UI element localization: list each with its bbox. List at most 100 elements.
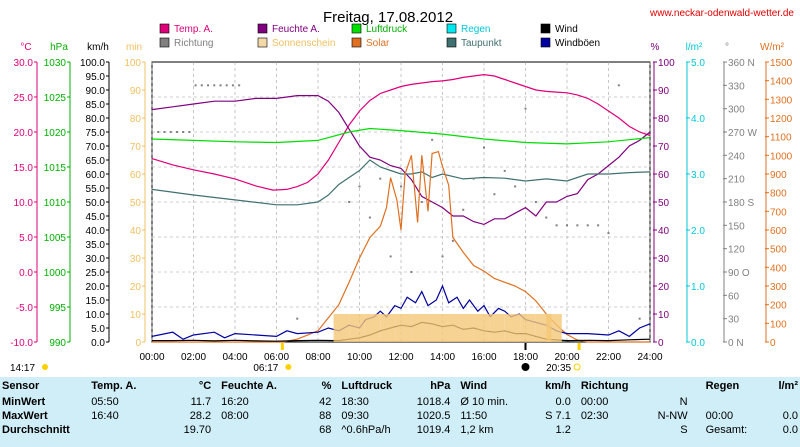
direction-point (576, 224, 579, 227)
direction-point (472, 177, 475, 180)
stats-min-humidity-time: 16:20 (221, 396, 249, 408)
legend-swatch (446, 23, 457, 34)
tick-label-humidity: 0 (658, 338, 664, 349)
x-tick-label: 10:00 (347, 352, 372, 363)
tick-label-solar: 1200 (770, 114, 793, 125)
direction-point (358, 185, 361, 188)
tick-label-solar: 900 (770, 170, 787, 181)
stats-header-wind: Wind (460, 380, 488, 392)
tick-label-humidity: 10 (658, 310, 670, 321)
tick-label-temp: 20.0 (14, 128, 34, 139)
legend-swatch (446, 37, 457, 48)
tick-label-solar: 700 (770, 207, 787, 218)
tick-label-temp: -5.0 (16, 303, 34, 314)
tick-label-solar: 500 (770, 245, 787, 256)
x-tick-label: 08:00 (305, 352, 330, 363)
tick-label-temp: 10.0 (14, 198, 34, 209)
tick-label-direction: 210 (728, 175, 745, 186)
stats-max-rain: 0.0 (782, 410, 798, 422)
direction-point (451, 239, 454, 242)
sunshine-bar (411, 314, 427, 342)
stats-max-label: MaxWert (2, 410, 48, 422)
legend-swatch (540, 37, 551, 48)
tick-label-direction: 90 O (728, 268, 750, 279)
stats-min-rain-time (690, 395, 777, 409)
direction-point (348, 201, 351, 203)
tick-label-sunshine: 30 (130, 254, 142, 265)
tick-label-temp: 5.0 (19, 233, 33, 244)
legend-label: Taupunkt (461, 38, 502, 49)
direction-point (169, 131, 172, 133)
stats-min-wind: 0.0 (555, 396, 571, 408)
x-tick-label: 16:00 (471, 352, 496, 363)
tick-label-wind: 70.0 (86, 142, 106, 153)
right-axes: %1009080706050403020100l/m²5.04.03.02.01… (651, 42, 793, 349)
x-tick-label: 06:00 (264, 352, 289, 363)
stats-header-rain-unit: l/m² (778, 380, 798, 392)
direction-point (545, 216, 548, 219)
legend-label: Feuchte A. (272, 24, 320, 35)
tick-label-humidity: 50 (658, 198, 670, 209)
direction-point (420, 201, 423, 203)
x-tick-label: 02:00 (181, 352, 206, 363)
sunshine-bar (546, 314, 562, 342)
legend-label: Regen (461, 24, 490, 35)
stats-min-pressure-time: 18:30 (341, 396, 369, 408)
sunshine-bar (349, 314, 365, 342)
tick-label-pressure: 1025 (44, 93, 67, 104)
direction-point (534, 201, 537, 203)
tick-label-solar: 1000 (770, 151, 793, 162)
tick-label-direction: 60 (728, 291, 740, 302)
direction-point (188, 131, 191, 133)
tick-label-solar: 400 (770, 263, 787, 274)
chart-legend: Temp. A. Richtung Feuchte A. Sonnenschein Lu… (159, 23, 600, 49)
tick-label-sunshine: 0 (135, 338, 141, 349)
sunrise-icon (285, 364, 292, 370)
axis-label-rain: l/m² (686, 42, 703, 53)
stats-header-temp: Temp. A. (91, 380, 137, 392)
stats-min-direction-time: 00:00 (580, 396, 609, 408)
tick-label-direction: 270 W (728, 128, 757, 139)
direction-point (493, 193, 496, 196)
x-tick-label: 14:00 (430, 352, 455, 363)
stats-header-humidity: Feuchte A. (221, 380, 277, 392)
series-sunshine (333, 314, 562, 342)
sunshine-bar (364, 314, 381, 342)
stats-max-pressure-time: 09:30 (341, 410, 369, 422)
direction-point (296, 317, 299, 320)
tick-label-direction: 150 (728, 221, 745, 232)
sunshine-bar (395, 314, 412, 342)
legend-label: Sonnenschein (272, 38, 335, 49)
stats-avg-label: Durchschnitt (2, 424, 70, 436)
stats-min-rain (776, 395, 800, 409)
direction-point (410, 271, 413, 273)
stats-row-avg: Durchschnitt 19.70 68 ^0.6hPa/h 1019.4 1… (0, 423, 800, 437)
tick-label-temp: 15.0 (14, 163, 34, 174)
stats-header-wind-unit: km/h (545, 380, 571, 392)
tick-label-sunshine: 10 (130, 310, 142, 321)
tick-label-wind: 35.0 (86, 240, 106, 251)
sunrise-label: 06:17 (253, 363, 278, 374)
axis-label-direction: ° (725, 42, 729, 53)
tick-label-temp: 0.0 (19, 268, 33, 279)
axis-label-wind: km/h (87, 42, 109, 53)
tick-label-pressure: 990 (49, 338, 66, 349)
stats-max-rain-time: 00:00 (705, 410, 734, 422)
stats-max-wind: S 7.1 (545, 410, 571, 422)
stats-table: Sensor Temp. A. °C Feuchte A. % Luftdruc… (0, 377, 800, 447)
series-dewpoint (151, 159, 651, 206)
stats-min-label: MinWert (2, 396, 46, 408)
legend-swatch (351, 37, 362, 48)
tick-label-wind: 40.0 (86, 226, 106, 237)
stats-row-min: MinWert 05:50 11.7 16:20 42 18:30 1018.4… (0, 395, 800, 409)
direction-point (586, 224, 589, 227)
tick-label-sunshine: 80 (130, 114, 142, 125)
weather-chart: Freitag, 17.08.2012 www.neckar-odenwald-… (10, 8, 794, 374)
tick-label-sunshine: 60 (130, 170, 142, 181)
series-line-humidity (151, 94, 651, 226)
direction-point (503, 169, 506, 172)
stats-row-max: MaxWert 16:40 28.2 08:00 88 09:30 1020.5… (0, 409, 800, 423)
site-url[interactable]: www.neckar-odenwald-wetter.de (649, 8, 794, 19)
tick-label-pressure: 1030 (44, 58, 67, 69)
direction-point (462, 208, 465, 211)
